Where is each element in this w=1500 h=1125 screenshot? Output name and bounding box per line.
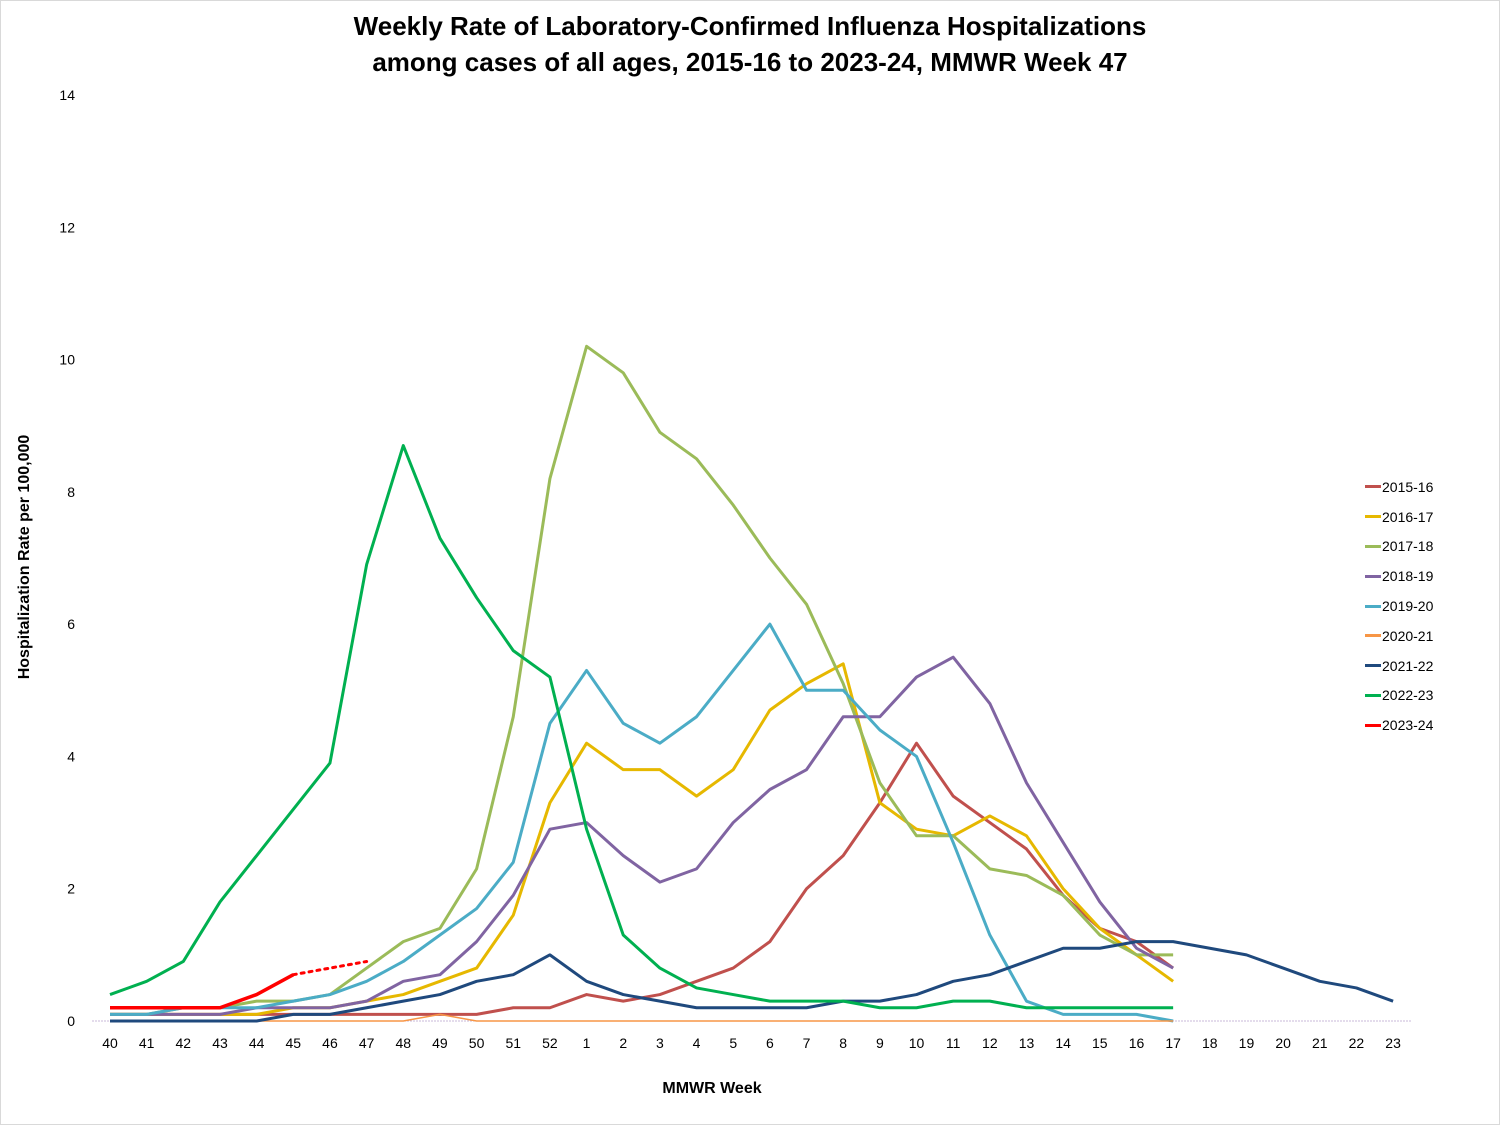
series-line-2020-21 bbox=[110, 1013, 1174, 1022]
y-tick-label: 4 bbox=[67, 748, 75, 764]
legend-swatch bbox=[1365, 515, 1381, 519]
legend: 2015-16 2016-17 2017-18 2018-19 2019-20 2020-… bbox=[1365, 472, 1433, 740]
y-tick-label: 0 bbox=[67, 1013, 75, 1029]
x-tick-label: 3 bbox=[656, 1035, 664, 1051]
x-tick-label: 17 bbox=[1165, 1035, 1181, 1051]
legend-item: 2015-16 bbox=[1365, 472, 1433, 502]
legend-swatch bbox=[1365, 634, 1381, 638]
y-tick-label: 8 bbox=[67, 484, 75, 500]
series-projected-line-2023-24 bbox=[291, 959, 369, 977]
legend-label: 2019-20 bbox=[1382, 598, 1434, 615]
x-tick-label: 15 bbox=[1092, 1035, 1108, 1051]
x-tick-label: 44 bbox=[249, 1035, 265, 1051]
legend-label: 2020-21 bbox=[1382, 627, 1434, 644]
legend-label: 2016-17 bbox=[1382, 508, 1434, 525]
series-line-2019-20 bbox=[110, 622, 1174, 1023]
x-tick-label: 19 bbox=[1239, 1035, 1255, 1051]
series-line-2023-24 bbox=[110, 973, 295, 1010]
x-tick-label: 12 bbox=[982, 1035, 998, 1051]
x-tick-label: 16 bbox=[1129, 1035, 1145, 1051]
series-line-2017-18 bbox=[110, 344, 1174, 1016]
x-tick-label: 11 bbox=[946, 1035, 961, 1051]
x-tick-label: 23 bbox=[1385, 1035, 1401, 1051]
x-tick-label: 4 bbox=[693, 1035, 701, 1051]
legend-swatch bbox=[1365, 604, 1381, 608]
x-tick-label: 1 bbox=[583, 1035, 591, 1051]
legend-label: 2023-24 bbox=[1382, 717, 1434, 734]
y-axis-label: Hospitalization Rate per 100,000 bbox=[16, 434, 33, 680]
x-axis-label: MMWR Week bbox=[662, 1080, 762, 1097]
legend-item: 2023-24 bbox=[1365, 710, 1433, 740]
x-tick-label: 48 bbox=[395, 1035, 411, 1051]
legend-item: 2021-22 bbox=[1365, 651, 1433, 681]
series-line-2018-19 bbox=[110, 655, 1174, 1016]
legend-swatch bbox=[1365, 723, 1381, 727]
x-tick-label: 46 bbox=[322, 1035, 338, 1051]
series-line-2022-23 bbox=[109, 444, 1174, 1010]
chart-title-line1: Weekly Rate of Laboratory-Confirmed Infl… bbox=[353, 11, 1147, 41]
legend-item: 2019-20 bbox=[1365, 591, 1433, 621]
x-tick-label: 21 bbox=[1312, 1035, 1328, 1051]
x-tick-label: 22 bbox=[1349, 1035, 1365, 1051]
x-tick-label: 51 bbox=[505, 1035, 521, 1051]
x-tick-label: 8 bbox=[839, 1035, 847, 1051]
x-tick-label: 42 bbox=[176, 1035, 192, 1051]
legend-swatch bbox=[1365, 574, 1381, 578]
y-tick-label: 14 bbox=[59, 87, 75, 103]
x-tick-label: 14 bbox=[1055, 1035, 1071, 1051]
legend-label: 2017-18 bbox=[1382, 538, 1434, 555]
y-tick-label: 6 bbox=[67, 616, 75, 632]
legend-label: 2021-22 bbox=[1382, 657, 1434, 674]
x-tick-label: 13 bbox=[1019, 1035, 1035, 1051]
legend-item: 2018-19 bbox=[1365, 561, 1433, 591]
legend-swatch bbox=[1365, 664, 1381, 668]
x-tick-label: 7 bbox=[803, 1035, 811, 1051]
x-tick-label: 2 bbox=[619, 1035, 627, 1051]
legend-label: 2018-19 bbox=[1382, 568, 1434, 585]
x-tick-label: 6 bbox=[766, 1035, 774, 1051]
x-tick-label: 9 bbox=[876, 1035, 884, 1051]
x-tick-label: 47 bbox=[359, 1035, 375, 1051]
legend-label: 2022-23 bbox=[1382, 687, 1434, 704]
chart-title-line2: among cases of all ages, 2015-16 to 2023… bbox=[372, 47, 1128, 77]
legend-swatch bbox=[1365, 544, 1381, 548]
legend-swatch bbox=[1365, 485, 1381, 489]
series-line-2021-22 bbox=[110, 940, 1394, 1023]
legend-item: 2016-17 bbox=[1365, 502, 1433, 532]
chart-title: Weekly Rate of Laboratory-Confirmed Infl… bbox=[0, 8, 1500, 80]
x-tick-label: 50 bbox=[469, 1035, 485, 1051]
x-tick-label: 40 bbox=[102, 1035, 118, 1051]
x-tick-label: 41 bbox=[139, 1035, 155, 1051]
x-tick-label: 49 bbox=[432, 1035, 448, 1051]
legend-label: 2015-16 bbox=[1382, 478, 1434, 495]
x-tick-label: 5 bbox=[729, 1035, 737, 1051]
x-tick-label: 43 bbox=[212, 1035, 228, 1051]
x-tick-label: 10 bbox=[909, 1035, 925, 1051]
x-tick-label: 20 bbox=[1275, 1035, 1291, 1051]
legend-item: 2017-18 bbox=[1365, 532, 1433, 562]
y-tick-label: 12 bbox=[59, 219, 75, 235]
legend-swatch bbox=[1365, 693, 1381, 697]
x-tick-label: 45 bbox=[286, 1035, 302, 1051]
legend-item: 2020-21 bbox=[1365, 621, 1433, 651]
y-tick-label: 2 bbox=[67, 881, 75, 897]
y-tick-label: 10 bbox=[59, 352, 75, 368]
x-tick-label: 18 bbox=[1202, 1035, 1218, 1051]
series-line-2015-16 bbox=[110, 741, 1175, 1016]
x-tick-label: 52 bbox=[542, 1035, 558, 1051]
legend-item: 2022-23 bbox=[1365, 681, 1433, 711]
